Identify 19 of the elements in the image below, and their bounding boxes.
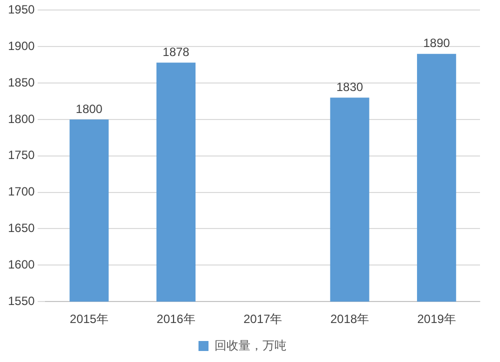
y-tick-label: 1950 [8, 2, 36, 17]
x-tick-label: 2018年 [330, 312, 370, 326]
x-tick-label: 2016年 [156, 312, 196, 326]
y-tick-label: 1650 [8, 221, 36, 236]
y-tick-label: 1700 [8, 184, 36, 199]
y-tick-label: 1550 [8, 294, 36, 308]
y-tick-label: 1800 [8, 112, 36, 126]
data-label: 1890 [423, 36, 450, 50]
data-label: 1830 [336, 80, 364, 94]
x-tick-label: 2017年 [243, 312, 282, 326]
y-tick-label: 1850 [8, 75, 36, 90]
x-tick-label: 2015年 [70, 312, 108, 326]
y-tick-label: 1900 [8, 38, 36, 53]
y-tick-label: 1750 [8, 148, 36, 162]
y-tick-label: 1600 [8, 257, 36, 272]
data-label: 1878 [162, 44, 190, 59]
x-tick-label: 2019年 [417, 312, 456, 326]
data-label: 1800 [76, 102, 103, 116]
legend-label: 回收量，万吨 [214, 338, 286, 352]
